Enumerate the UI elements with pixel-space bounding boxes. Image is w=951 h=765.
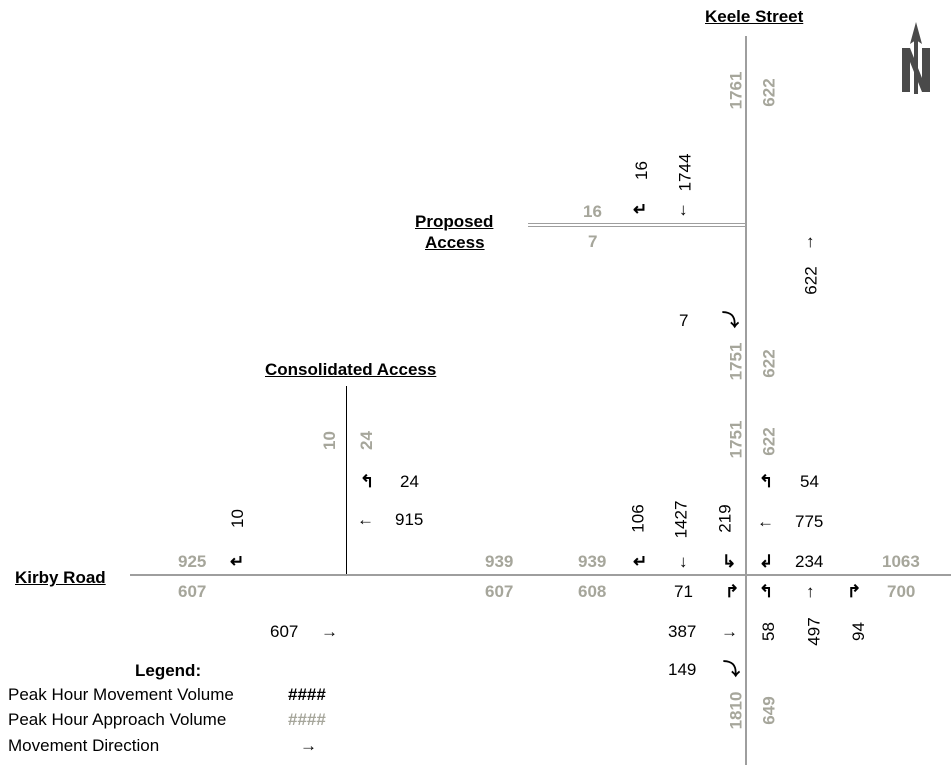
turn-down-right-arrow-icon: ↳ [722,552,737,571]
consolidated-access-label: Consolidated Access [265,360,437,379]
wb-right-volume: 54 [800,472,819,491]
up-arrow-icon: ↑ [806,232,815,251]
eb-through-volume: 387 [668,622,697,641]
turn-down-left-arrow-icon: ↲ [759,552,774,571]
eb-right-volume: 149 [668,660,697,679]
kirby-road-road [130,574,951,576]
left-arrow-icon-2: ← [757,512,774,531]
consolidated-eb-through-volume: 607 [270,622,299,641]
right-arrow-icon-2: → [721,622,738,641]
down-arrow-icon: ↓ [679,200,688,219]
consolidated-east-approach-top: 939 [485,552,514,571]
consolidated-approach-right: 24 [356,431,376,450]
legend-approach-sample: #### [288,710,326,729]
sb-through-volume: 1427 [671,500,691,539]
keele-mid-nb-through: 622 [801,266,821,295]
consolidated-approach-left: 10 [319,431,339,450]
proposed-access-label-1: Proposed [415,212,494,231]
consolidated-wb-right-volume: 24 [400,472,419,491]
legend-movement-label: Peak Hour Movement Volume [8,685,234,704]
right-arrow-icon: → [321,622,338,641]
turn-up-left-arrow-icon-2: ↰ [759,472,774,491]
proposed-access-approach-bottom: 7 [588,232,598,251]
consolidated-east-approach-bottom: 607 [485,582,514,601]
turn-left-up-arrow-icon: ↰ [759,582,774,601]
proposed-access-label-2: Access [425,233,485,252]
consolidated-access-road [346,386,347,574]
proposed-access-road-2 [528,226,745,227]
keele-street-label: Keele Street [705,7,804,26]
north-arrow-icon [898,22,934,94]
keele-mid-approach-sb: 1751 [726,342,746,381]
legend-movement-sample: #### [288,685,326,704]
proposed-access-approach-top: 16 [583,202,602,221]
keele-mid-approach-sb-2: 1751 [726,420,746,459]
turn-right-arrow-icon-3: ↵ [633,552,648,571]
keele-north-right-volume: 16 [631,161,651,180]
legend-title: Legend: [135,661,202,680]
consolidated-west-approach-top: 925 [178,552,207,571]
nb-through-volume: 497 [804,617,824,646]
keele-north-through-volume: 1744 [675,153,695,192]
up-arrow-icon-2: ↑ [806,582,815,601]
kirby-road-label: Kirby Road [15,568,106,587]
sb-left-volume: 219 [715,504,735,533]
legend-direction-sample: → [300,736,317,755]
left-arrow-icon: ← [357,510,374,529]
eb-left-volume: 71 [674,582,693,601]
south-approach-sb: 1810 [726,691,746,730]
keele-street-road [745,36,747,765]
east-approach-out: 700 [887,582,916,601]
legend-direction-label: Movement Direction [8,736,160,755]
legend-approach-label: Peak Hour Approach Volume [8,710,227,729]
west-approach-in: 939 [578,552,607,571]
turn-right-up-arrow-icon: ↱ [847,582,862,601]
keele-north-approach-nb: 622 [759,78,779,107]
turn-right-arrow-icon: ↵ [633,200,648,219]
proposed-access-road [528,223,745,224]
keele-mid-access-in: 7 [679,311,689,330]
down-arrow-icon-2: ↓ [679,552,688,571]
sb-right-volume: 106 [628,504,648,533]
turn-down-arrow-icon: ⤵ [722,311,739,330]
east-approach-in: 1063 [882,552,920,571]
keele-mid-approach-nb: 622 [759,349,779,378]
consolidated-wb-through-volume: 915 [395,510,424,529]
south-approach-nb: 649 [759,696,779,725]
turn-down-arrow-icon-2: ⤵ [723,660,740,679]
wb-left-volume: 234 [795,552,824,571]
keele-mid-approach-nb-2: 622 [759,427,779,456]
keele-north-approach-sb: 1761 [726,71,746,110]
nb-left-volume: 58 [758,622,778,641]
turn-right-arrow-icon-2: ↵ [230,552,245,571]
consolidated-eb-right-volume: 10 [227,509,247,528]
nb-right-volume: 94 [848,622,868,641]
turn-up-left-arrow-icon: ↰ [360,472,375,491]
consolidated-west-approach-bottom: 607 [178,582,207,601]
turn-up-arrow-icon: ↱ [725,582,740,601]
west-approach-out: 608 [578,582,607,601]
wb-through-volume: 775 [795,512,824,531]
